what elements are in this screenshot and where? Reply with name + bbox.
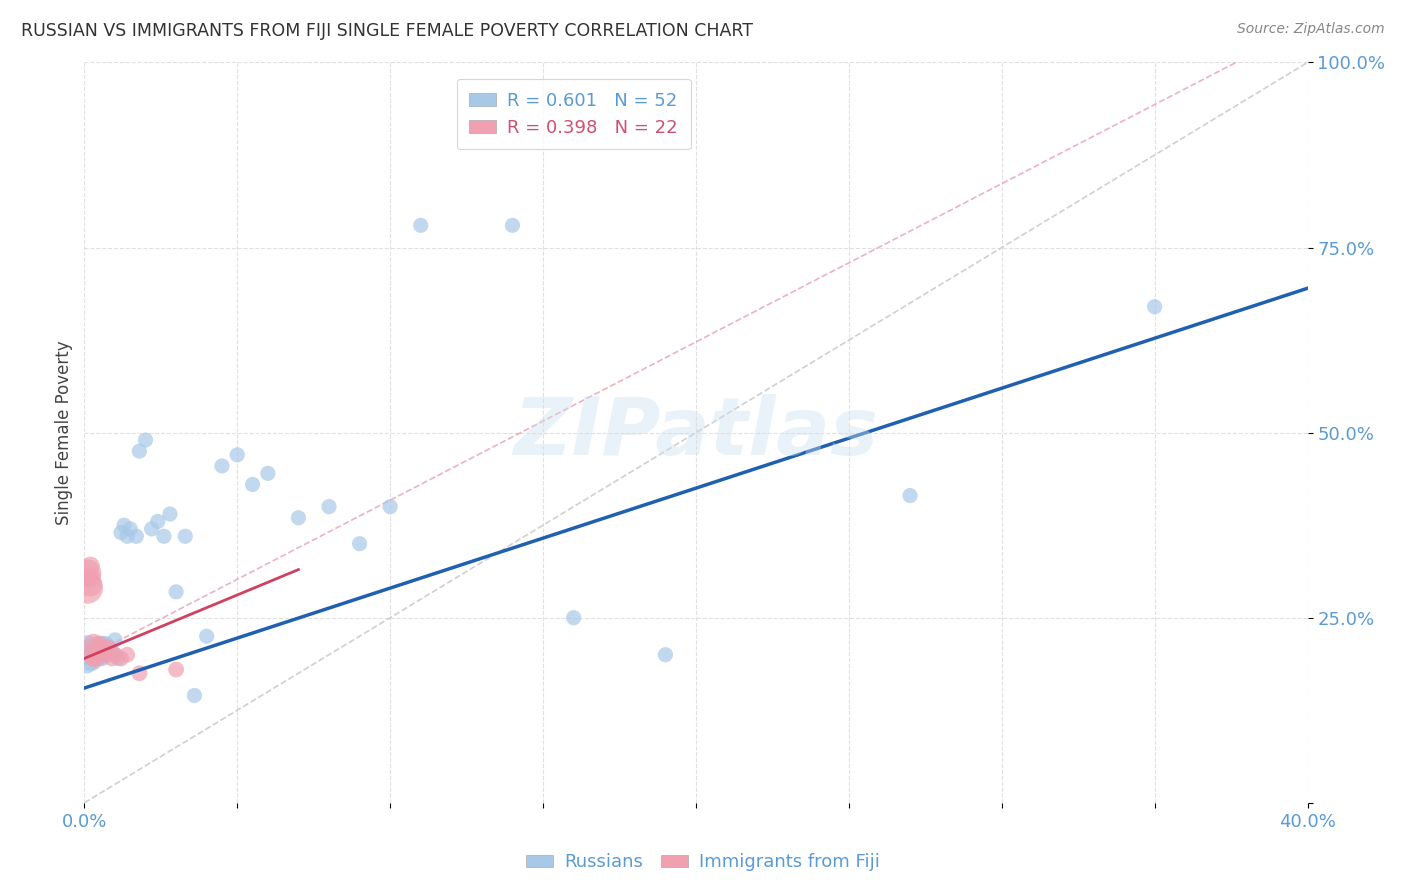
Point <box>183 689 205 703</box>
Point <box>104 648 127 662</box>
Point <box>86 644 108 658</box>
Point <box>898 489 921 503</box>
Point <box>562 610 585 624</box>
Point <box>174 529 197 543</box>
Point <box>242 477 264 491</box>
Point <box>380 500 402 514</box>
Point <box>76 658 98 673</box>
Point <box>79 644 101 658</box>
Point <box>97 640 120 655</box>
Point <box>86 637 108 651</box>
Point <box>89 651 111 665</box>
Point <box>153 529 176 543</box>
Point <box>83 637 105 651</box>
Point <box>79 558 101 573</box>
Point <box>83 640 105 655</box>
Y-axis label: Single Female Poverty: Single Female Poverty <box>55 341 73 524</box>
Point <box>79 651 101 665</box>
Text: ZIPatlas: ZIPatlas <box>513 393 879 472</box>
Point <box>89 640 111 655</box>
Point <box>110 651 132 665</box>
Point <box>257 467 280 481</box>
Point <box>94 648 117 662</box>
Point <box>128 444 150 458</box>
Point <box>146 515 169 529</box>
Point <box>195 629 218 643</box>
Point <box>76 566 98 581</box>
Point <box>86 648 108 662</box>
Point <box>101 644 124 658</box>
Point <box>165 663 187 677</box>
Point <box>110 525 132 540</box>
Point <box>91 651 114 665</box>
Point <box>89 648 111 662</box>
Point <box>159 507 181 521</box>
Point <box>409 219 432 233</box>
Point <box>83 648 105 662</box>
Point <box>120 522 142 536</box>
Point <box>89 648 111 662</box>
Point <box>83 651 105 665</box>
Point <box>76 648 98 662</box>
Point <box>89 637 111 651</box>
Point <box>654 648 676 662</box>
Point <box>1143 300 1166 314</box>
Point <box>318 500 340 514</box>
Point <box>94 648 117 662</box>
Text: Source: ZipAtlas.com: Source: ZipAtlas.com <box>1237 22 1385 37</box>
Point <box>502 219 524 233</box>
Point <box>94 637 117 651</box>
Point <box>211 458 233 473</box>
Point <box>165 584 187 599</box>
Point <box>104 648 127 662</box>
Point <box>349 536 371 550</box>
Point <box>125 529 148 543</box>
Point <box>115 648 138 662</box>
Point <box>89 648 111 662</box>
Legend: Russians, Immigrants from Fiji: Russians, Immigrants from Fiji <box>519 847 887 879</box>
Point <box>79 570 101 584</box>
Point <box>91 637 114 651</box>
Point <box>287 510 309 524</box>
Point <box>112 518 135 533</box>
Point <box>135 433 157 447</box>
Point <box>91 640 114 655</box>
Point <box>128 666 150 681</box>
Point <box>107 651 129 665</box>
Point <box>141 522 163 536</box>
Point <box>79 577 101 591</box>
Text: RUSSIAN VS IMMIGRANTS FROM FIJI SINGLE FEMALE POVERTY CORRELATION CHART: RUSSIAN VS IMMIGRANTS FROM FIJI SINGLE F… <box>21 22 754 40</box>
Point <box>83 648 105 662</box>
Legend: R = 0.601   N = 52, R = 0.398   N = 22: R = 0.601 N = 52, R = 0.398 N = 22 <box>457 78 690 149</box>
Point <box>76 581 98 595</box>
Point <box>115 529 138 543</box>
Point <box>97 640 120 655</box>
Point <box>86 651 108 665</box>
Point <box>83 655 105 669</box>
Point <box>104 632 127 647</box>
Point <box>226 448 249 462</box>
Point <box>76 637 98 651</box>
Point <box>101 651 124 665</box>
Point <box>79 655 101 669</box>
